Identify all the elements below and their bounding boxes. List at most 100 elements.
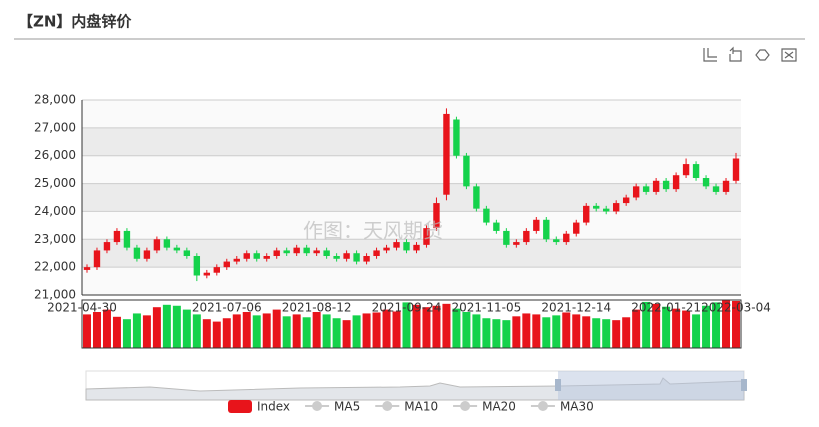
volume-bar	[362, 313, 371, 348]
candle-body	[413, 244, 420, 251]
candle-body	[453, 119, 460, 156]
volume-bar	[652, 303, 661, 348]
candle-body	[573, 222, 580, 234]
candle-body	[173, 247, 181, 251]
volume-bar	[92, 312, 101, 348]
save-icon[interactable]	[781, 48, 797, 62]
volume-bar	[182, 309, 191, 348]
candle-body	[233, 258, 240, 262]
legend-label[interactable]: MA5	[334, 400, 360, 414]
volume-bar	[212, 321, 221, 348]
volume-bar	[252, 315, 261, 348]
legend-swatch	[537, 401, 548, 411]
legend-label[interactable]: MA10	[404, 400, 438, 414]
candle-body	[293, 247, 300, 254]
candle-body	[343, 253, 350, 259]
y-tick-label: 24,000	[34, 204, 76, 218]
volume-bar	[642, 301, 651, 348]
volume-bar	[152, 307, 161, 348]
volume-bar	[412, 304, 421, 348]
candle-body	[123, 230, 131, 248]
x-tick-label: 2021-08-12	[282, 301, 352, 315]
candle-body	[393, 242, 400, 248]
volume-bar	[472, 314, 481, 348]
volume-bar	[602, 319, 611, 348]
volume-bar	[322, 314, 331, 348]
candle-body	[203, 272, 211, 276]
data-zoom[interactable]	[85, 370, 747, 401]
volume-bar	[672, 308, 681, 348]
volume-bar	[312, 312, 321, 348]
candle-body	[523, 230, 530, 243]
volume-bar	[562, 312, 571, 348]
volume-bar	[422, 307, 431, 348]
legend-label[interactable]: Index	[257, 400, 290, 414]
candle-body	[333, 256, 340, 259]
y-tick-label: 23,000	[34, 232, 76, 246]
candle-body	[283, 250, 290, 254]
candle-body	[383, 247, 390, 251]
volume-bar	[582, 316, 591, 348]
volume-bar	[352, 315, 361, 348]
restore-icon[interactable]	[755, 49, 770, 61]
chart-title: 【ZN】内盘锌价	[18, 13, 132, 31]
volume-bar	[332, 318, 341, 348]
candle-body	[622, 197, 630, 204]
volume-bar	[502, 320, 511, 348]
legend-label[interactable]: MA20	[482, 400, 516, 414]
volume-bar	[372, 312, 381, 348]
split-area	[82, 211, 741, 240]
candle-body	[303, 247, 310, 254]
toolbox[interactable]	[703, 46, 797, 62]
volume-bar	[442, 303, 451, 348]
volume-bar	[612, 320, 621, 348]
volume-bar	[162, 304, 171, 348]
candle-body	[443, 113, 450, 195]
volume-bar	[522, 313, 531, 348]
y-tick-label: 27,000	[34, 120, 76, 134]
candle-body	[433, 203, 440, 229]
candle-body	[483, 208, 490, 223]
volume-bar	[262, 313, 271, 348]
volume-bar	[192, 314, 201, 348]
zoom-window[interactable]	[558, 371, 744, 400]
volume-bar	[552, 315, 561, 348]
candle-body	[473, 186, 480, 209]
volume-bar	[462, 312, 471, 348]
legend-swatch	[382, 401, 393, 411]
legend-label[interactable]: MA30	[560, 400, 594, 414]
candle-body	[702, 178, 710, 187]
candle-body	[642, 186, 650, 192]
candle-body	[353, 253, 360, 262]
volume-bar	[712, 302, 721, 348]
candle-body	[213, 267, 220, 273]
volume-bar	[492, 319, 501, 348]
volume-bar	[392, 311, 401, 348]
candle-body	[652, 180, 660, 192]
volume-bar	[622, 317, 631, 348]
back-icon[interactable]	[729, 46, 742, 62]
zoom-icon[interactable]	[703, 48, 717, 62]
candle-body	[373, 250, 380, 256]
volume-bar	[122, 319, 131, 348]
volume-bar	[572, 314, 581, 348]
volume-bar	[202, 319, 211, 348]
candle-body	[93, 250, 101, 268]
candle-body	[682, 164, 690, 176]
volume-bar	[632, 309, 641, 348]
volume-bar	[342, 320, 351, 348]
split-area	[82, 100, 741, 128]
volume-bar	[132, 313, 141, 348]
candle-body	[603, 208, 610, 212]
candle-body	[403, 242, 410, 251]
split-area	[82, 267, 741, 295]
volume-bar	[82, 314, 91, 348]
candle-body	[153, 239, 161, 251]
zoom-handle[interactable]	[555, 379, 561, 391]
volume-bar	[272, 309, 281, 348]
candle-body	[672, 175, 680, 190]
zoom-handle[interactable]	[741, 379, 747, 391]
candle-body	[543, 219, 550, 240]
volume-bar	[172, 305, 181, 348]
